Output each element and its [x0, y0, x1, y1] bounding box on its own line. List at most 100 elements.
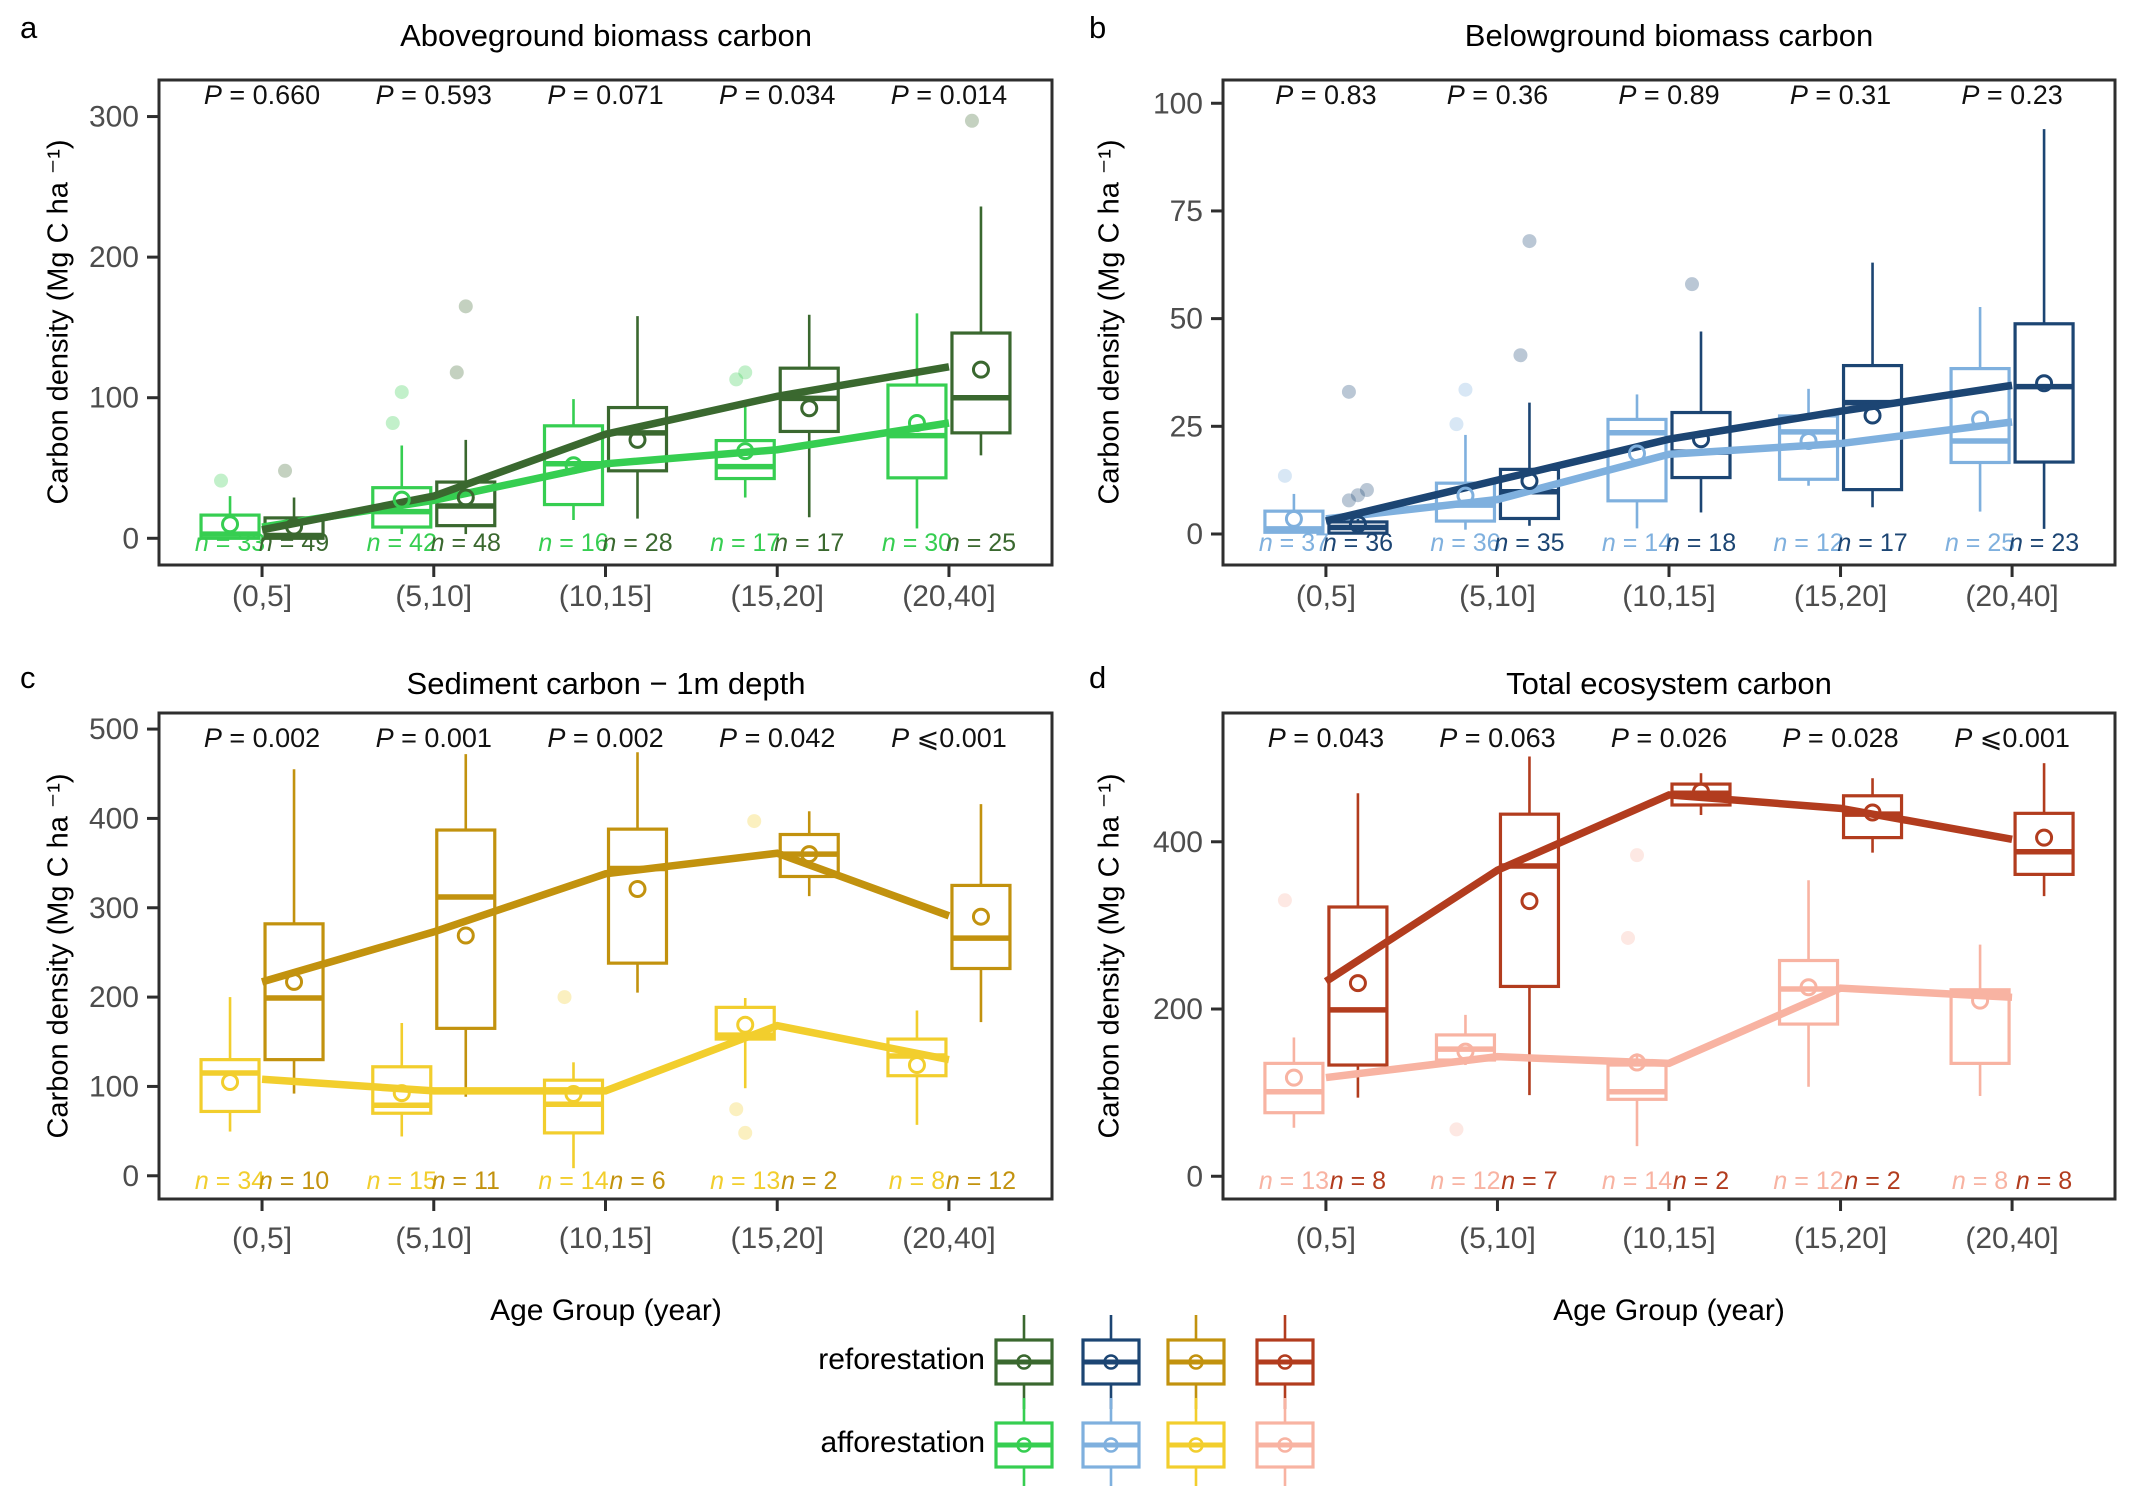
legend-mean-circle	[1016, 1354, 1032, 1370]
p-value-label: P = 0.034	[719, 80, 835, 110]
trend-line-reforestation	[1323, 791, 2013, 985]
legend-label-reforestation: reforestation	[818, 1343, 985, 1376]
legend-mean-circle	[1188, 1437, 1204, 1453]
x-tick-label: (10,15]	[1622, 1222, 1715, 1255]
n-count-label: n = 42	[367, 529, 437, 557]
x-tick-label: (15,20]	[731, 1222, 824, 1255]
x-tick-label: (10,15]	[559, 580, 652, 613]
n-count-label: n = 30	[882, 529, 952, 557]
mean-circle	[2035, 374, 2054, 393]
mean-markers-reforestation	[1348, 782, 2054, 993]
outlier-dot	[394, 385, 409, 400]
outlier-dot	[1449, 417, 1464, 432]
mean-circle	[564, 1085, 583, 1104]
mean-circle	[1863, 803, 1882, 822]
panel-a-title: Aboveground biomass carbon	[400, 18, 812, 53]
n-count-label: n = 2	[1844, 1167, 1900, 1195]
outlier-dot	[1513, 348, 1528, 363]
p-value-label: P ⩽0.001	[891, 723, 1007, 753]
box	[2013, 322, 2075, 464]
trend-line-afforestation	[261, 1021, 950, 1095]
outlier-dot	[1341, 384, 1356, 399]
y-tick-label: 300	[89, 892, 139, 925]
y-tick-label: 0	[1186, 518, 1203, 551]
mean-circle	[564, 456, 583, 475]
mean-circle	[800, 399, 819, 418]
n-count-label: n = 8	[889, 1167, 945, 1195]
x-tick-label: (5,10]	[395, 1222, 472, 1255]
mean-circle	[907, 1055, 926, 1074]
p-value-row: P = 0.043 P = 0.063 P = 0.026 P = 0.028 P ⩽0…	[1268, 723, 2070, 753]
n-count-label: n = 16	[538, 529, 608, 557]
outlier-dot	[1621, 930, 1635, 945]
p-value-label: P = 0.002	[547, 723, 663, 753]
mean-circle	[907, 414, 926, 433]
p-value-label: P = 0.063	[1439, 723, 1555, 753]
n-count-label: n = 13	[1259, 1167, 1329, 1195]
n-count-label: n = 36	[1430, 529, 1500, 557]
n-count-label: n = 25	[946, 529, 1016, 557]
y-tick-label: 100	[1153, 87, 1203, 120]
x-tick-label: (5,10]	[1459, 580, 1536, 613]
panel-c-chart: 0 100 200 300 400 500 (0,5] (5,10] (10,15] (15,20…	[89, 711, 1054, 1255]
y-tick-label: 500	[89, 713, 139, 746]
mean-circle	[971, 360, 990, 379]
y-tick-label: 300	[89, 101, 139, 134]
panel-c-x-axis-label: Age Group (year)	[490, 1294, 722, 1327]
mean-markers-afforestation	[221, 414, 926, 534]
p-value-row: P = 0.83 P = 0.36 P = 0.89 P = 0.31 P = 0.23	[1275, 80, 2062, 110]
x-tick-label: (0,5]	[1296, 580, 1356, 613]
mean-circle	[1799, 978, 1818, 997]
outlier-dot	[747, 814, 762, 829]
outlier-dot	[1277, 893, 1292, 908]
outlier-dot	[964, 113, 979, 128]
legend-mean-circle	[1016, 1437, 1032, 1453]
n-count-label: n = 37	[1259, 529, 1329, 557]
outlier-dot	[458, 299, 473, 314]
x-tick-label: (10,15]	[1622, 580, 1715, 613]
n-count-label: n = 11	[432, 1167, 500, 1195]
outlier-dot	[557, 990, 572, 1005]
x-tick-label: (0,5]	[1296, 1222, 1356, 1255]
p-value-label: P = 0.042	[719, 723, 835, 753]
n-count-label: n = 8	[1330, 1167, 1386, 1195]
outlier-dot	[1522, 234, 1537, 249]
box	[263, 922, 325, 1062]
n-count-label: n = 12	[946, 1167, 1016, 1195]
n-count-label: n = 12	[1430, 1167, 1500, 1195]
mean-circle	[285, 517, 304, 536]
y-tick-label: 400	[89, 802, 139, 835]
x-tick-label: (15,20]	[1794, 580, 1887, 613]
p-value-label: P = 0.071	[547, 80, 663, 110]
n-count-label: n = 10	[259, 1167, 329, 1195]
box	[1949, 366, 2011, 465]
y-tick-label: 75	[1170, 195, 1203, 228]
outlier-dot	[1630, 848, 1644, 863]
legend-row-reforestation	[994, 1315, 1315, 1409]
trend-line-reforestation	[1325, 381, 2013, 525]
n-labels-reforestation: n = 49 n = 48 n = 28 n = 17 n = 25	[259, 529, 1016, 557]
outlier-dot	[729, 1102, 744, 1117]
n-count-label: n = 8	[2016, 1167, 2072, 1195]
mean-circle	[736, 1015, 755, 1034]
mean-circle	[221, 515, 240, 534]
outlier-dot	[1685, 277, 1699, 292]
mean-circle	[1799, 431, 1818, 450]
mean-circle	[1456, 486, 1475, 505]
panel-a-letter: a	[20, 10, 38, 45]
mean-circle	[1348, 515, 1367, 534]
trend-line-reforestation	[260, 849, 951, 986]
mean-circle	[2035, 828, 2054, 847]
legend-glyphs	[994, 1315, 1315, 1486]
p-value-label: P = 0.593	[376, 80, 492, 110]
n-count-label: n = 14	[1602, 1167, 1672, 1195]
trend-line-reforestation	[261, 363, 950, 534]
panel-a-chart: 0 100 200 300 (0,5] (5,10] (10,15] (15,20] (20,4…	[89, 78, 1054, 613]
n-count-label: n = 12	[1773, 529, 1843, 557]
box	[1949, 988, 2011, 1065]
p-value-label: P ⩽0.001	[1954, 723, 2070, 753]
x-tick-label: (20,40]	[902, 1222, 995, 1255]
n-count-label: n = 18	[1666, 529, 1736, 557]
n-count-label: n = 15	[367, 1167, 437, 1195]
p-value-label: P = 0.014	[891, 80, 1007, 110]
